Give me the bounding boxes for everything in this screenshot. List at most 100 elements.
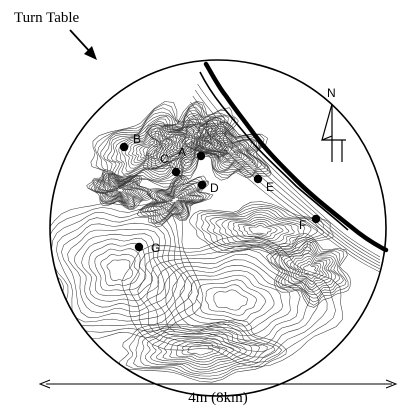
- point-g-label: G: [151, 241, 160, 255]
- contour-line: [121, 235, 343, 368]
- contour-line: [97, 107, 210, 191]
- contour-line: [137, 244, 328, 358]
- contour-line: [167, 120, 213, 159]
- contour-line: [172, 126, 207, 155]
- turn-table-outline: [49, 59, 387, 397]
- point-a-marker: [196, 151, 206, 161]
- contour-line: [141, 177, 205, 223]
- contour-line: [156, 186, 192, 213]
- contour-line: [218, 142, 241, 158]
- contour-line: [270, 236, 349, 306]
- contour-line: [248, 225, 272, 235]
- contour-line: [162, 116, 219, 164]
- point-f-label: F: [299, 218, 306, 232]
- contour-line: [100, 177, 139, 203]
- contour-line: [142, 144, 159, 156]
- contour-line: [232, 219, 290, 241]
- coastline: [203, 61, 389, 253]
- contour-line: [179, 270, 283, 332]
- contour-line: [149, 331, 253, 371]
- contour-line: [176, 340, 228, 360]
- contour-line: [50, 202, 204, 339]
- contour-line: [208, 134, 251, 164]
- point-a-label: A: [178, 145, 186, 159]
- contour-line: [200, 206, 325, 254]
- contour-line: [139, 175, 211, 225]
- contour-line: [158, 188, 191, 212]
- contour-line: [175, 128, 205, 153]
- contour-line: [113, 186, 127, 194]
- contour-line: [111, 184, 128, 195]
- contour-line: [119, 319, 287, 383]
- point-g-marker: [134, 242, 144, 252]
- scale-label: 4m (8km): [188, 390, 248, 406]
- sample-points: B A C D E F G: [119, 132, 321, 255]
- point-c-label: C: [160, 152, 169, 166]
- turn-table-arrow-head: [84, 46, 97, 60]
- contour-line: [98, 176, 141, 203]
- contour-line: [215, 211, 306, 247]
- contour-line: [197, 83, 381, 258]
- contour-line: [178, 130, 202, 150]
- contour-line: [163, 192, 187, 209]
- contour-line: [106, 116, 196, 181]
- contour-line: [129, 240, 336, 363]
- contour-line: [181, 343, 221, 358]
- contour-line: [187, 107, 381, 270]
- contour-line: [204, 133, 254, 166]
- contour-line: [300, 260, 321, 279]
- contour-line: [93, 173, 148, 208]
- contour-line: [56, 216, 186, 323]
- contour-line: [168, 195, 182, 205]
- contour-line: [109, 183, 130, 196]
- contour-line: [110, 118, 193, 179]
- contour-line: [169, 338, 235, 363]
- contour-line: [160, 190, 189, 211]
- coastline-inner: [199, 71, 349, 231]
- contour-line: [100, 254, 140, 286]
- contour-line: [303, 263, 317, 276]
- contour-line: [209, 209, 312, 250]
- contour-line: [95, 174, 146, 206]
- contour-line: [289, 253, 330, 288]
- contour-line: [125, 321, 283, 380]
- contour-line: [86, 169, 152, 210]
- point-d-label: D: [210, 181, 219, 195]
- scale-bar: [38, 379, 398, 389]
- contour-line: [198, 128, 257, 170]
- point-e-label: E: [266, 180, 274, 194]
- contour-line: [94, 103, 214, 194]
- contour-line: [293, 255, 327, 285]
- contour-line: [133, 324, 276, 377]
- contour-line: [145, 329, 261, 373]
- contour-line: [146, 248, 320, 353]
- contour-line: [194, 89, 381, 261]
- contour-line: [108, 182, 133, 198]
- contour-line: [278, 241, 344, 299]
- contour-line: [102, 179, 138, 201]
- contour-line: [115, 120, 190, 177]
- contour-line: [165, 117, 216, 161]
- contour-line: [61, 222, 178, 318]
- contour-line: [74, 233, 165, 308]
- contour-line: [221, 214, 300, 245]
- contour-line: [104, 180, 137, 201]
- contour-line: [115, 187, 125, 193]
- contour-line: [181, 132, 199, 147]
- contour-line: [136, 138, 166, 161]
- contour-line: [106, 181, 134, 199]
- contour-line: [94, 248, 147, 291]
- point-e-marker: [253, 174, 263, 184]
- contour-line: [155, 253, 310, 347]
- contour-line: [213, 289, 248, 311]
- contour-line: [196, 279, 266, 322]
- contour-line: [185, 113, 381, 273]
- contour-line: [171, 265, 291, 337]
- contour-line: [90, 172, 150, 209]
- contour-line: [88, 171, 151, 210]
- contour-line: [96, 175, 144, 204]
- contour-line: [169, 196, 180, 204]
- contour-line: [286, 249, 333, 291]
- contour-line: [153, 110, 226, 172]
